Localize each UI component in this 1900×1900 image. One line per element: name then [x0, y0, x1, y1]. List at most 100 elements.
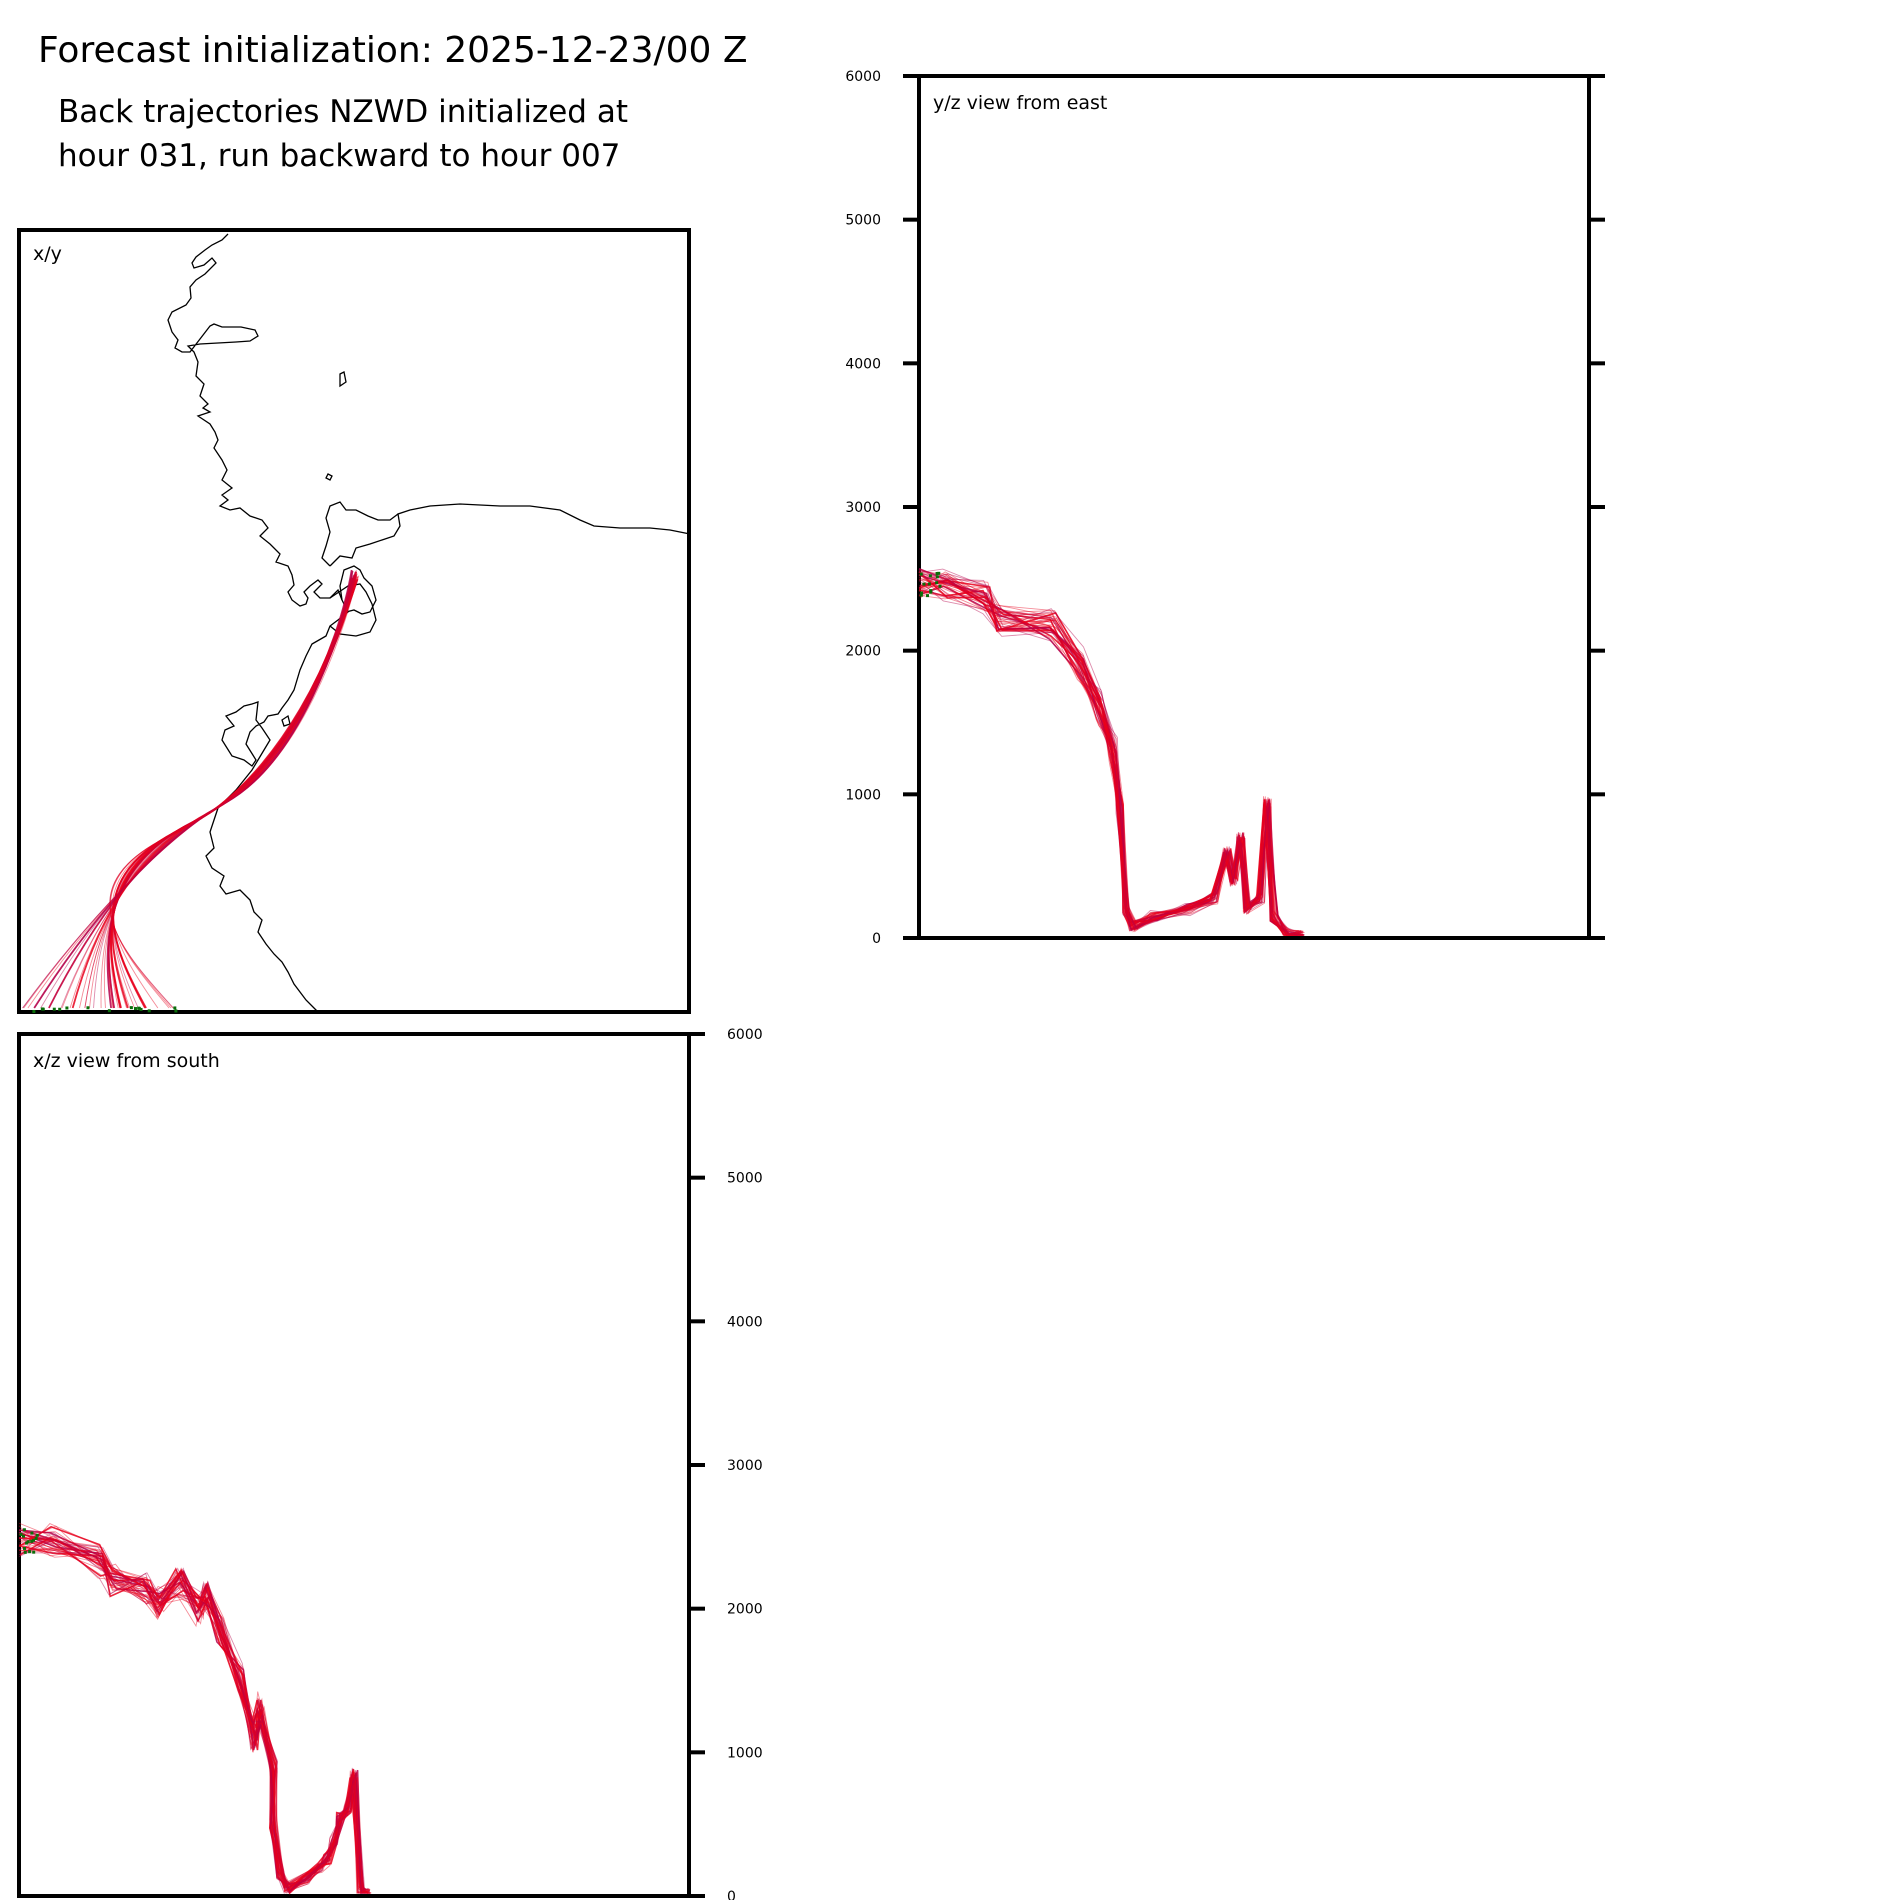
- xy-marker-6: [174, 1009, 178, 1013]
- coastline-east: [329, 503, 691, 567]
- yz-marker-11: [922, 582, 926, 586]
- xy-trajectory-11: [89, 577, 352, 1009]
- xz-marker-3: [26, 1540, 30, 1544]
- xy-trajectory-15: [93, 571, 353, 1009]
- yz-marker-8: [929, 589, 933, 593]
- xz-trajectory-37: [18, 1533, 366, 1894]
- yz-tick-label-3: 3000: [845, 500, 881, 516]
- xy-trajectory-17: [103, 574, 355, 1009]
- yz-marker-9: [919, 591, 923, 595]
- xz-trajectory-30: [18, 1537, 366, 1894]
- yz-panel-label: y/z view from east: [933, 92, 1107, 114]
- xy-trajectory-18: [60, 579, 359, 1009]
- xz-trajectory-8: [22, 1538, 364, 1894]
- xy-trajectory-33: [22, 573, 356, 1009]
- yz-trajectory-18: [918, 570, 1302, 934]
- yz-marker-12: [919, 593, 923, 597]
- yz-trajectory-38: [918, 581, 1304, 936]
- yz-trajectory-7: [918, 579, 1298, 936]
- yz-marker-10: [927, 582, 931, 586]
- yz-marker-3: [919, 572, 923, 576]
- yz-trajectory-6: [918, 574, 1297, 935]
- xy-marker-15: [58, 1007, 62, 1011]
- xz-marker-9: [32, 1550, 36, 1554]
- yz-trajectory-13: [918, 571, 1300, 932]
- figure-title: Forecast initialization: 2025-12-23/00 Z: [38, 30, 748, 71]
- xz-marker-0: [30, 1531, 34, 1535]
- xz-trajectories: [18, 1522, 372, 1895]
- coastline-peninsula: [339, 565, 377, 615]
- xy-trajectory-23: [61, 576, 359, 1009]
- yz-marker-5: [935, 575, 939, 579]
- xz-tick-label-6: 6000: [727, 1027, 763, 1043]
- yz-trajectory-33: [919, 568, 1305, 936]
- xz-trajectory-23: [22, 1547, 370, 1894]
- xz-marker-10: [31, 1538, 35, 1542]
- xz-marker-8: [30, 1539, 34, 1543]
- xz-tick-label-0: 0: [727, 1889, 736, 1900]
- xz-trajectory-27: [22, 1534, 366, 1894]
- xy-marker-14: [40, 1007, 44, 1011]
- yz-trajectory-36: [918, 573, 1299, 936]
- subtitle-line-2: hour 031, run backward to hour 007: [58, 138, 621, 174]
- xy-trajectory-30: [112, 571, 356, 1009]
- yz-trajectory-32: [918, 577, 1303, 933]
- xz-trajectory-24: [20, 1540, 365, 1892]
- xz-axis-ticks: 0 1000 2000 3000 4000 5000 6000: [689, 1027, 763, 1900]
- xz-marker-12: [34, 1537, 38, 1541]
- yz-trajectories: [918, 567, 1305, 936]
- xz-trajectory-36: [18, 1533, 369, 1894]
- subtitle-line-1: Back trajectories NZWD initialized at: [58, 94, 628, 130]
- xz-trajectory-20: [19, 1536, 365, 1893]
- xy-trajectory-24: [84, 574, 356, 1009]
- xy-trajectory-38: [112, 575, 358, 1009]
- xz-tick-label-5: 5000: [727, 1171, 763, 1187]
- yz-trajectory-19: [918, 586, 1304, 936]
- xz-marker-6: [25, 1541, 29, 1545]
- yz-trajectory-17: [921, 570, 1298, 936]
- xz-trajectory-15: [19, 1529, 365, 1894]
- yz-tick-label-4: 4000: [845, 356, 881, 372]
- xy-trajectory-13: [23, 571, 357, 1009]
- xz-trajectory-38: [18, 1534, 368, 1894]
- xz-marker-1: [28, 1550, 32, 1554]
- yz-marker-6: [928, 574, 932, 578]
- yz-trajectory-24: [918, 580, 1300, 936]
- xy-trajectories: [22, 569, 360, 1009]
- xy-trajectory-10: [69, 573, 358, 1009]
- island-3: [281, 714, 291, 727]
- yz-trajectory-35: [920, 571, 1298, 935]
- yz-trajectory-22: [920, 569, 1305, 936]
- xz-marker-11: [23, 1550, 27, 1554]
- xy-marker-13: [147, 1009, 151, 1013]
- xy-trajectory-26: [84, 572, 358, 1009]
- xz-trajectory-39: [18, 1541, 365, 1894]
- xz-trajectory-12: [18, 1531, 367, 1892]
- yz-trajectory-14: [922, 577, 1305, 935]
- yz-trajectory-31: [918, 579, 1301, 936]
- yz-trajectory-8: [921, 573, 1304, 932]
- island-1: [339, 371, 347, 388]
- xy-trajectory-25: [27, 578, 358, 1009]
- xy-marker-1: [52, 1007, 56, 1011]
- xy-trajectory-21: [22, 574, 352, 1009]
- xy-trajectory-27: [34, 574, 358, 1009]
- xz-trajectory-17: [18, 1539, 366, 1894]
- yz-marker-0: [926, 594, 930, 598]
- xz-trajectory-33: [19, 1552, 367, 1891]
- xz-trajectory-31: [19, 1525, 371, 1894]
- yz-trajectory-20: [918, 573, 1304, 936]
- xy-marker-5: [173, 1006, 177, 1010]
- yz-tick-label-0: 0: [872, 931, 881, 947]
- xy-marker-2: [107, 1009, 111, 1013]
- yz-trajectory-16: [920, 578, 1298, 936]
- xz-trajectory-29: [18, 1522, 369, 1894]
- xz-panel: x/z view from south 0 1000 2000 3000 4000 500…: [17, 1027, 763, 1900]
- coastline-bay: [321, 501, 399, 567]
- yz-tick-label-6: 6000: [845, 69, 881, 85]
- xy-marker-3: [32, 1009, 36, 1013]
- xy-trajectory-32: [107, 575, 360, 1009]
- yz-trajectory-26: [922, 584, 1299, 932]
- xy-trajectory-36: [108, 575, 354, 1009]
- xy-trajectory-35: [109, 576, 358, 1009]
